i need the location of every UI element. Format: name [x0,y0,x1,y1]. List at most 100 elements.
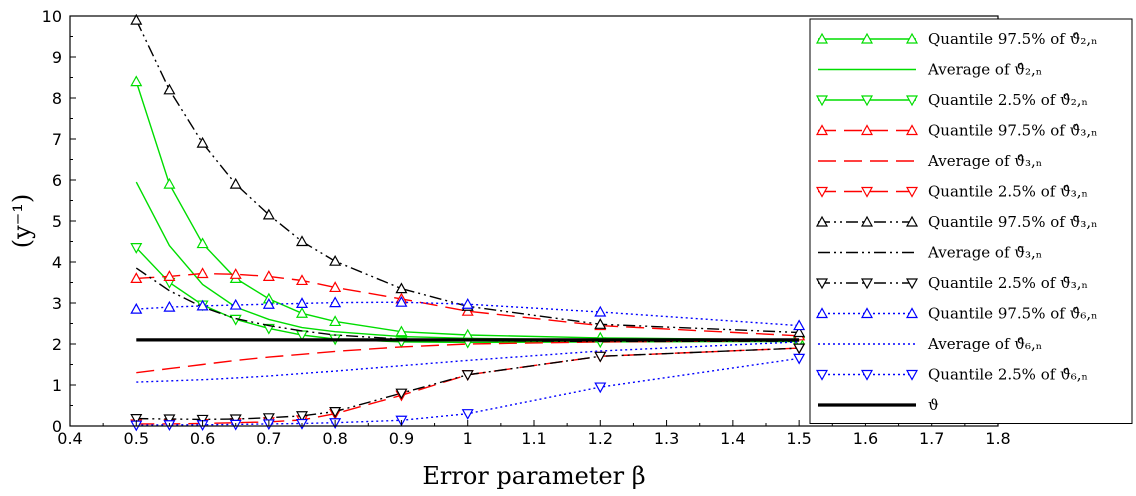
data-point [395,388,408,400]
data-point [395,295,408,307]
data-point [130,243,143,254]
data-point [262,270,275,281]
data-point [163,83,176,95]
x-tick-label: 0.5 [124,429,149,448]
x-tick-label: 1.7 [919,429,944,448]
series-line [136,347,800,421]
legend-marker [860,124,874,136]
y-tick-label: 9 [52,48,62,67]
data-point [130,272,143,283]
legend-label: Average of ϑ̂₆,ₙ [927,335,1042,353]
legend-marker [860,186,874,198]
x-tick-label: 1 [463,429,473,448]
legend-label: Average of ϑ̂₂,ₙ [927,61,1042,79]
y-tick-label: 0 [52,417,62,436]
data-point [295,411,309,422]
y-tick-label: 7 [52,130,62,149]
legend: Quantile 97.5% of ϑ̂₂,ₙ Average of ϑ̂₂,ₙ Q… [809,18,1133,424]
x-tick-label: 0.7 [256,429,281,448]
data-point [196,136,209,148]
x-tick-label: 1.8 [985,429,1010,448]
data-point [461,370,474,381]
legend-marker [905,32,919,44]
data-point [229,314,242,326]
legend-label: Quantile 97.5% of ϑ̂₂,ₙ [928,30,1098,48]
x-tick-label: 1.3 [654,429,679,448]
legend-entry: Quantile 97.5% of ϑ̂₃,ₙ [815,122,1098,140]
x-tick-label: 1.6 [853,429,878,448]
data-point [295,235,309,247]
y-tick-label: 1 [52,376,62,395]
legend-marker [815,32,829,44]
data-point [130,302,143,314]
legend-box [809,18,1133,424]
x-tick-label: 0.6 [190,429,215,448]
legend-label: Quantile 2.5% of ϑ̂₃,ₙ [928,183,1088,201]
data-point [229,298,242,310]
legend-marker [860,215,874,227]
series-layer [130,13,806,432]
legend-marker [815,215,829,227]
data-point [329,407,342,418]
data-point [262,297,275,309]
data-point [793,353,806,365]
legend-label: Quantile 2.5% of ϑ̂₂,ₙ [928,91,1088,109]
legend-marker [815,369,829,381]
legend-marker [905,186,919,198]
x-tick-label: 0.8 [322,429,347,448]
legend-entry: Quantile 2.5% of ϑ̄₃,ₙ [815,274,1088,292]
legend-entry: Quantile 2.5% of ϑ̂₆,ₙ [815,366,1088,384]
data-point [163,270,176,281]
legend-marker [815,186,829,198]
data-point [594,382,607,394]
x-axis-label: Error parameter β [422,462,645,490]
data-point [262,413,275,425]
legend-label: Average of ϑ̂₃,ₙ [927,152,1042,170]
data-point [130,75,143,87]
legend-marker [860,95,874,107]
x-tick-label: 0.4 [57,429,82,448]
series-7 [135,267,800,343]
data-point [295,297,309,309]
data-point [229,177,242,189]
legend-entry: Average of ϑ̂₃,ₙ [818,152,1042,170]
legend-marker [860,278,874,290]
legend-entry: Average of ϑ̄₃,ₙ [818,244,1042,262]
y-tick-label: 6 [52,171,62,190]
legend-marker [815,95,829,107]
data-point [196,414,209,426]
data-point [163,300,176,312]
legend-marker [905,307,919,319]
y-tick-label: 5 [52,212,62,231]
legend-marker [815,124,829,136]
legend-marker [815,278,829,290]
data-point [130,13,143,25]
data-point [461,409,474,420]
y-tick-label: 4 [52,253,62,272]
series-6 [130,13,806,338]
legend-label: Quantile 2.5% of ϑ̂₆,ₙ [928,366,1088,384]
legend-entry: Quantile 97.5% of ϑ̄₃,ₙ [815,213,1098,231]
y-tick-label: 3 [52,294,62,313]
data-point [196,267,209,279]
legend-entry: Average of ϑ̂₂,ₙ [818,61,1042,79]
y-tick-label: 8 [52,89,62,108]
y-tick-label: 2 [52,335,62,354]
x-tick-label: 1.2 [588,429,613,448]
data-point [329,315,342,327]
data-point [594,305,607,317]
legend-label: Quantile 97.5% of ϑ̂₆,ₙ [928,305,1098,323]
legend-entry: Quantile 97.5% of ϑ̂₂,ₙ [815,30,1098,48]
data-point [395,325,408,337]
legend-entry: Average of ϑ̂₆,ₙ [818,335,1042,353]
legend-marker [860,369,874,381]
legend-label: ϑ [928,396,939,414]
legend-marker [860,307,874,319]
data-point [196,299,209,311]
data-point [329,254,342,266]
legend-marker [905,95,919,107]
legend-entry: Quantile 97.5% of ϑ̂₆,ₙ [815,305,1098,323]
data-point [594,351,607,363]
legend-entry: ϑ [818,396,939,414]
